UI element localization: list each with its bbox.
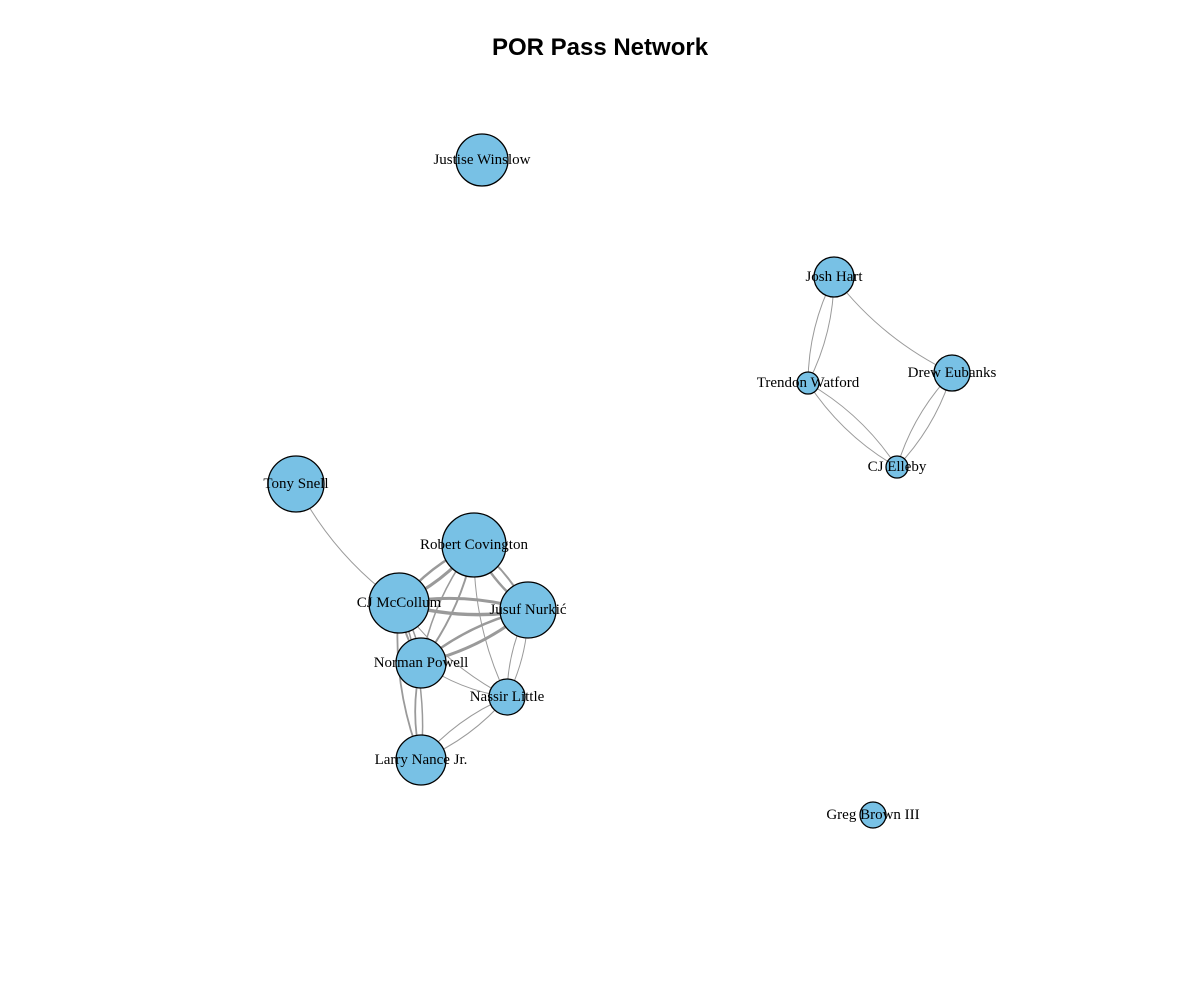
node-label: Larry Nance Jr.	[375, 752, 468, 768]
node-label: Trendon Watford	[757, 375, 860, 391]
node-circle	[796, 371, 820, 395]
node-hart: Josh Hart	[805, 256, 863, 298]
node-label: CJ Elleby	[868, 459, 927, 475]
node-circle	[368, 572, 430, 634]
node-label: Tony Snell	[263, 476, 328, 492]
node-label: Josh Hart	[805, 269, 863, 285]
node-circle	[933, 354, 971, 392]
node-circle	[455, 133, 509, 187]
node-powell: Norman Powell	[374, 637, 469, 689]
node-circle	[395, 637, 447, 689]
node-covington: Robert Covington	[420, 512, 528, 578]
edge-watford-elleby	[807, 382, 898, 468]
nodes-layer: Justise Winslow Josh Hart Trendon Watford D…	[263, 133, 997, 829]
node-eubanks: Drew Eubanks	[908, 354, 997, 392]
node-little: Nassir Little	[470, 678, 545, 716]
node-label: CJ McCollum	[357, 595, 442, 611]
node-circle	[859, 801, 887, 829]
node-label: Drew Eubanks	[908, 365, 997, 381]
node-brown: Greg Brown III	[826, 801, 920, 829]
node-watford: Trendon Watford	[757, 371, 860, 395]
chart-title: POR Pass Network	[491, 34, 709, 61]
node-label: Robert Covington	[420, 537, 528, 553]
node-snell: Tony Snell	[263, 455, 329, 513]
edge-elleby-watford	[807, 382, 898, 468]
edges-layer	[295, 276, 953, 761]
node-circle	[395, 734, 447, 786]
node-label: Justise Winslow	[433, 152, 530, 168]
node-circle	[499, 581, 557, 639]
edge-hart-eubanks	[833, 276, 953, 374]
node-nurkic: Jusuf Nurkić	[489, 581, 567, 639]
node-label: Jusuf Nurkić	[489, 602, 566, 618]
node-justise: Justise Winslow	[433, 133, 531, 187]
node-circle	[488, 678, 526, 716]
node-mccollum: CJ McCollum	[357, 572, 442, 634]
node-nance: Larry Nance Jr.	[375, 734, 468, 786]
node-elleby: CJ Elleby	[868, 455, 927, 479]
node-circle	[267, 455, 325, 513]
node-label: Greg Brown III	[826, 807, 919, 823]
node-circle	[885, 455, 909, 479]
node-label: Norman Powell	[374, 655, 469, 671]
node-circle	[813, 256, 855, 298]
node-label: Nassir Little	[470, 689, 545, 705]
node-circle	[441, 512, 507, 578]
